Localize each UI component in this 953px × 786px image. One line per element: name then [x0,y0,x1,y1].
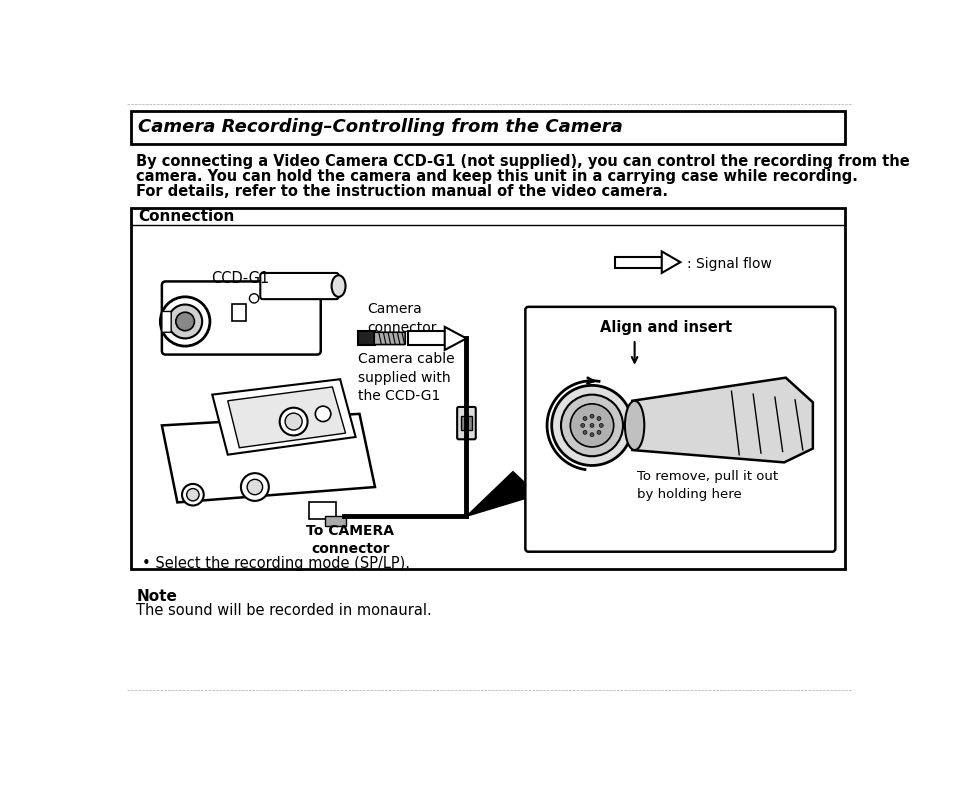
FancyBboxPatch shape [232,303,245,321]
Polygon shape [228,387,345,448]
Polygon shape [466,472,537,516]
FancyBboxPatch shape [309,502,335,520]
Polygon shape [444,327,466,350]
FancyBboxPatch shape [131,208,844,568]
Text: For details, refer to the instruction manual of the video camera.: For details, refer to the instruction ma… [136,184,668,199]
Circle shape [249,294,258,303]
Text: Connection: Connection [137,209,234,224]
Circle shape [582,417,586,421]
FancyBboxPatch shape [260,273,338,299]
Circle shape [315,406,331,421]
Text: Camera
connector: Camera connector [367,303,436,335]
FancyBboxPatch shape [374,332,405,344]
FancyBboxPatch shape [407,332,444,345]
FancyBboxPatch shape [162,281,320,354]
Text: • Select the recording mode (SP/LP).: • Select the recording mode (SP/LP). [142,556,410,571]
Circle shape [160,297,210,346]
FancyBboxPatch shape [460,416,472,430]
Circle shape [560,395,622,456]
Circle shape [597,431,600,435]
FancyBboxPatch shape [456,407,476,439]
Text: By connecting a Video Camera CCD-G1 (not supplied), you can control the recordin: By connecting a Video Camera CCD-G1 (not… [136,154,909,169]
Polygon shape [632,378,812,462]
Text: : Signal flow: : Signal flow [686,257,771,270]
Text: Camera Recording–Controlling from the Camera: Camera Recording–Controlling from the Ca… [137,119,622,137]
Polygon shape [661,252,679,273]
Circle shape [570,404,613,447]
Text: The sound will be recorded in monaural.: The sound will be recorded in monaural. [136,604,432,619]
Circle shape [187,489,199,501]
Circle shape [175,312,194,331]
Circle shape [279,408,307,435]
Circle shape [580,424,584,428]
Text: To CAMERA
connector: To CAMERA connector [306,524,394,556]
FancyBboxPatch shape [615,257,661,267]
Circle shape [182,484,204,505]
Ellipse shape [332,275,345,297]
Polygon shape [212,379,355,454]
Circle shape [582,431,586,435]
Circle shape [247,479,262,494]
Text: Align and insert: Align and insert [599,320,731,335]
Text: Camera cable
supplied with
the CCD-G1: Camera cable supplied with the CCD-G1 [357,352,454,403]
Ellipse shape [624,401,643,450]
FancyBboxPatch shape [162,311,171,332]
Circle shape [551,385,632,465]
Circle shape [590,424,594,428]
Circle shape [590,433,594,436]
FancyBboxPatch shape [131,112,844,144]
Polygon shape [162,414,375,502]
Circle shape [597,417,600,421]
Circle shape [285,413,302,430]
Text: CCD-G1: CCD-G1 [211,271,269,286]
FancyBboxPatch shape [357,332,375,345]
FancyBboxPatch shape [525,307,835,552]
FancyBboxPatch shape [324,516,346,526]
Circle shape [168,304,202,339]
Circle shape [241,473,269,501]
Text: To remove, pull it out
by holding here: To remove, pull it out by holding here [637,470,778,501]
Circle shape [590,414,594,418]
Text: Note: Note [136,589,177,604]
Circle shape [598,424,602,428]
Text: camera. You can hold the camera and keep this unit in a carrying case while reco: camera. You can hold the camera and keep… [136,169,858,184]
